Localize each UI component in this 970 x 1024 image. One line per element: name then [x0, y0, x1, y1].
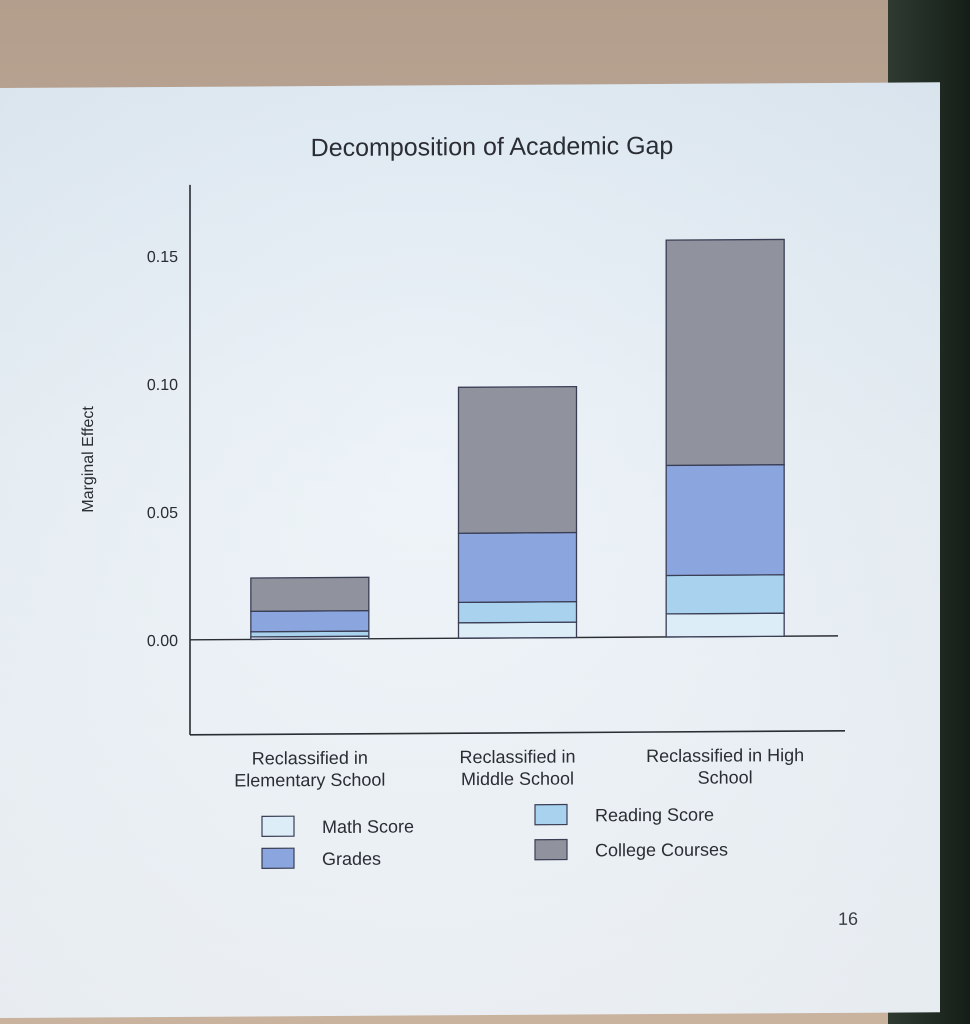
legend: Math Score Reading Score Grades College Cou…	[261, 803, 728, 870]
bar-reading-score	[665, 574, 785, 615]
y-tick-label: 0.10	[147, 377, 178, 394]
bar-grades	[250, 609, 370, 633]
bars	[250, 238, 785, 641]
x-category-label-line: Reclassified in	[252, 748, 368, 769]
chart: Decomposition of Academic Gap Marginal E…	[80, 132, 845, 870]
bar-math-score	[665, 612, 785, 638]
y-tick-label: 0.05	[147, 505, 178, 522]
chart-title: Decomposition of Academic Gap	[311, 132, 674, 162]
legend-swatch	[534, 838, 568, 861]
x-category-labels: Reclassified in Elementary SchoolReclassi…	[234, 745, 804, 790]
bar-grades	[665, 464, 785, 577]
x-category-label-line: Reclassified in	[459, 746, 575, 767]
x-category-label-line: School	[698, 767, 753, 787]
y-tick-label: 0.15	[147, 249, 178, 266]
legend-swatch	[534, 803, 568, 826]
x-category-label-line: Elementary School	[234, 770, 385, 791]
bar-college-courses	[250, 576, 370, 612]
y-tick-label: 0.00	[147, 633, 178, 650]
bar-math-score	[457, 621, 578, 639]
legend-swatch	[261, 847, 295, 870]
legend-label: Grades	[322, 849, 381, 869]
bar-college-courses	[665, 238, 785, 467]
legend-label: College Courses	[595, 840, 728, 861]
bar-college-courses	[457, 385, 578, 534]
x-category-label: Reclassified in Elementary School	[234, 748, 385, 791]
page-number: 16	[838, 908, 859, 929]
legend-swatch	[261, 815, 295, 838]
bar-grades	[457, 531, 578, 604]
legend-label: Reading Score	[595, 805, 714, 826]
x-category-label-line: Reclassified in High	[646, 745, 804, 766]
y-tick-labels: 0.00 0.05 0.10 0.15	[147, 249, 178, 650]
x-category-label: Reclassified in Middle School	[459, 746, 575, 789]
x-category-label-line: Middle School	[461, 768, 574, 789]
y-axis-title: Marginal Effect	[80, 406, 97, 513]
x-axis-line	[190, 730, 845, 736]
legend-label: Math Score	[322, 816, 414, 837]
bar-reading-score	[457, 600, 578, 624]
slide: Decomposition of Academic Gap Marginal E…	[0, 82, 940, 1018]
x-category-label: Reclassified in High School	[646, 745, 804, 788]
